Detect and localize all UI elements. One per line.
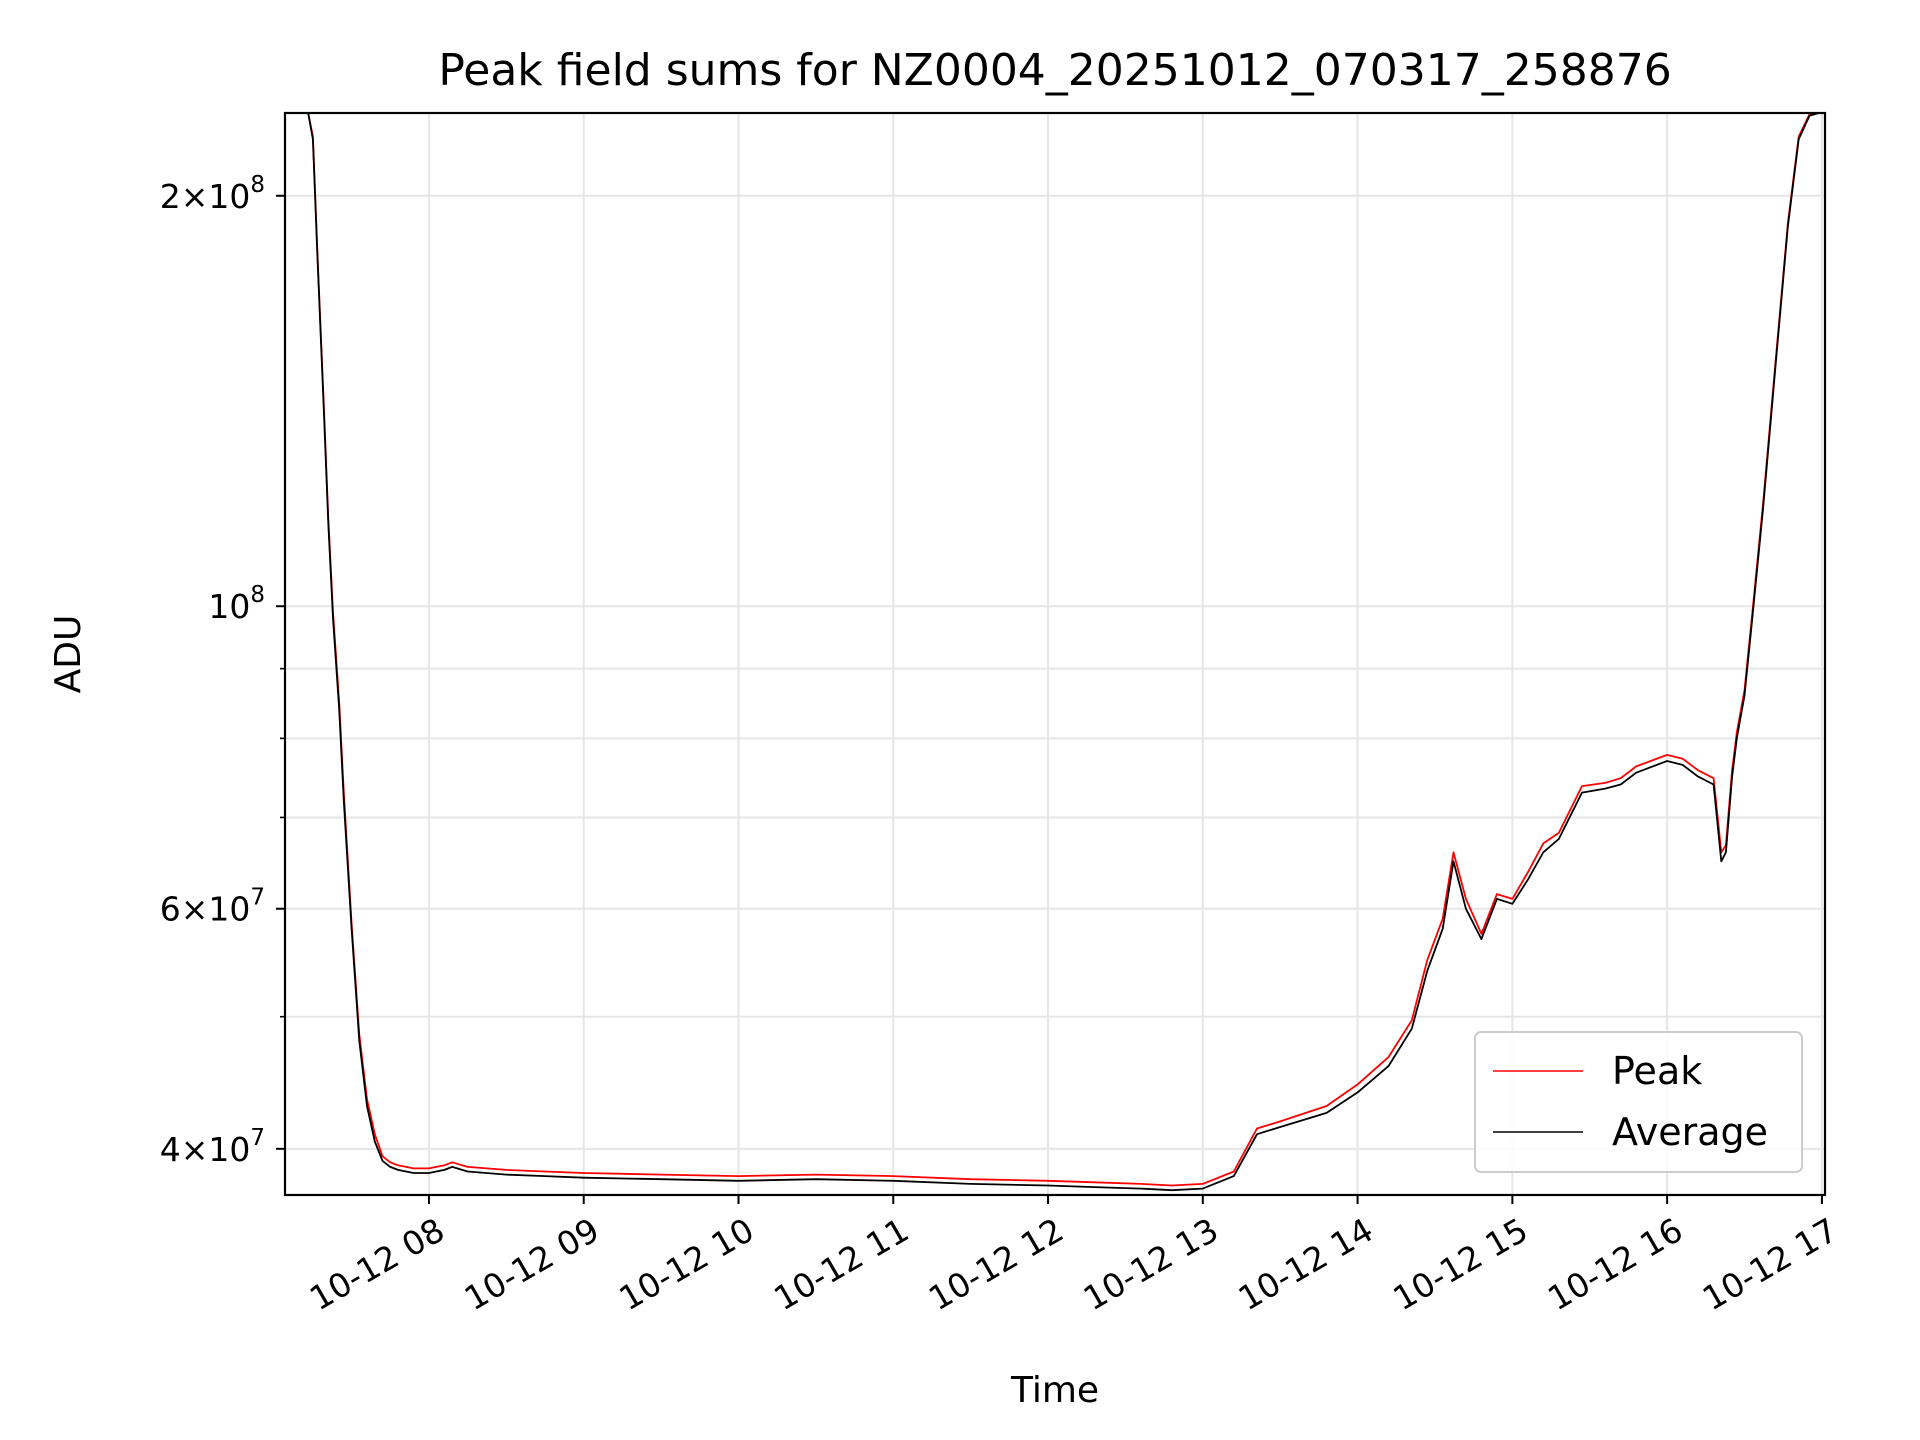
legend-label-peak: Peak <box>1612 1049 1702 1093</box>
x-axis-title: Time <box>1010 1370 1099 1411</box>
x-tick-label: 10-12 14 <box>1232 1210 1380 1318</box>
x-tick-label: 10-12 10 <box>612 1210 760 1318</box>
series-lines <box>285 112 1825 1192</box>
x-tick-label: 10-12 12 <box>922 1210 1070 1318</box>
chart-title: Peak field sums for NZ0004_20251012_0703… <box>438 45 1671 96</box>
legend-label-average: Average <box>1612 1110 1768 1154</box>
x-tick-label: 10-12 08 <box>303 1210 451 1318</box>
y-tick-label: 108 <box>208 582 265 626</box>
x-tick-label: 10-12 15 <box>1386 1210 1534 1318</box>
y-tick-label: 4×107 <box>160 1125 265 1169</box>
x-tick-label: 10-12 17 <box>1696 1210 1844 1318</box>
x-tick-label: 10-12 16 <box>1541 1210 1689 1318</box>
series-line-average <box>285 112 1825 1192</box>
grid <box>285 113 1825 1195</box>
x-tick-label: 10-12 11 <box>767 1210 915 1318</box>
plot-area-frame <box>283 111 1827 1197</box>
y-tick-label: 6×107 <box>160 885 265 929</box>
x-tick-label: 10-12 09 <box>458 1210 606 1318</box>
y-axis-title: ADU <box>48 615 89 694</box>
legend: Peak Average <box>1474 1031 1803 1173</box>
y-tick-label: 2×108 <box>160 172 265 216</box>
series-line-peak <box>285 112 1825 1187</box>
legend-box <box>1474 1031 1803 1173</box>
x-tick-label: 10-12 13 <box>1077 1210 1225 1318</box>
